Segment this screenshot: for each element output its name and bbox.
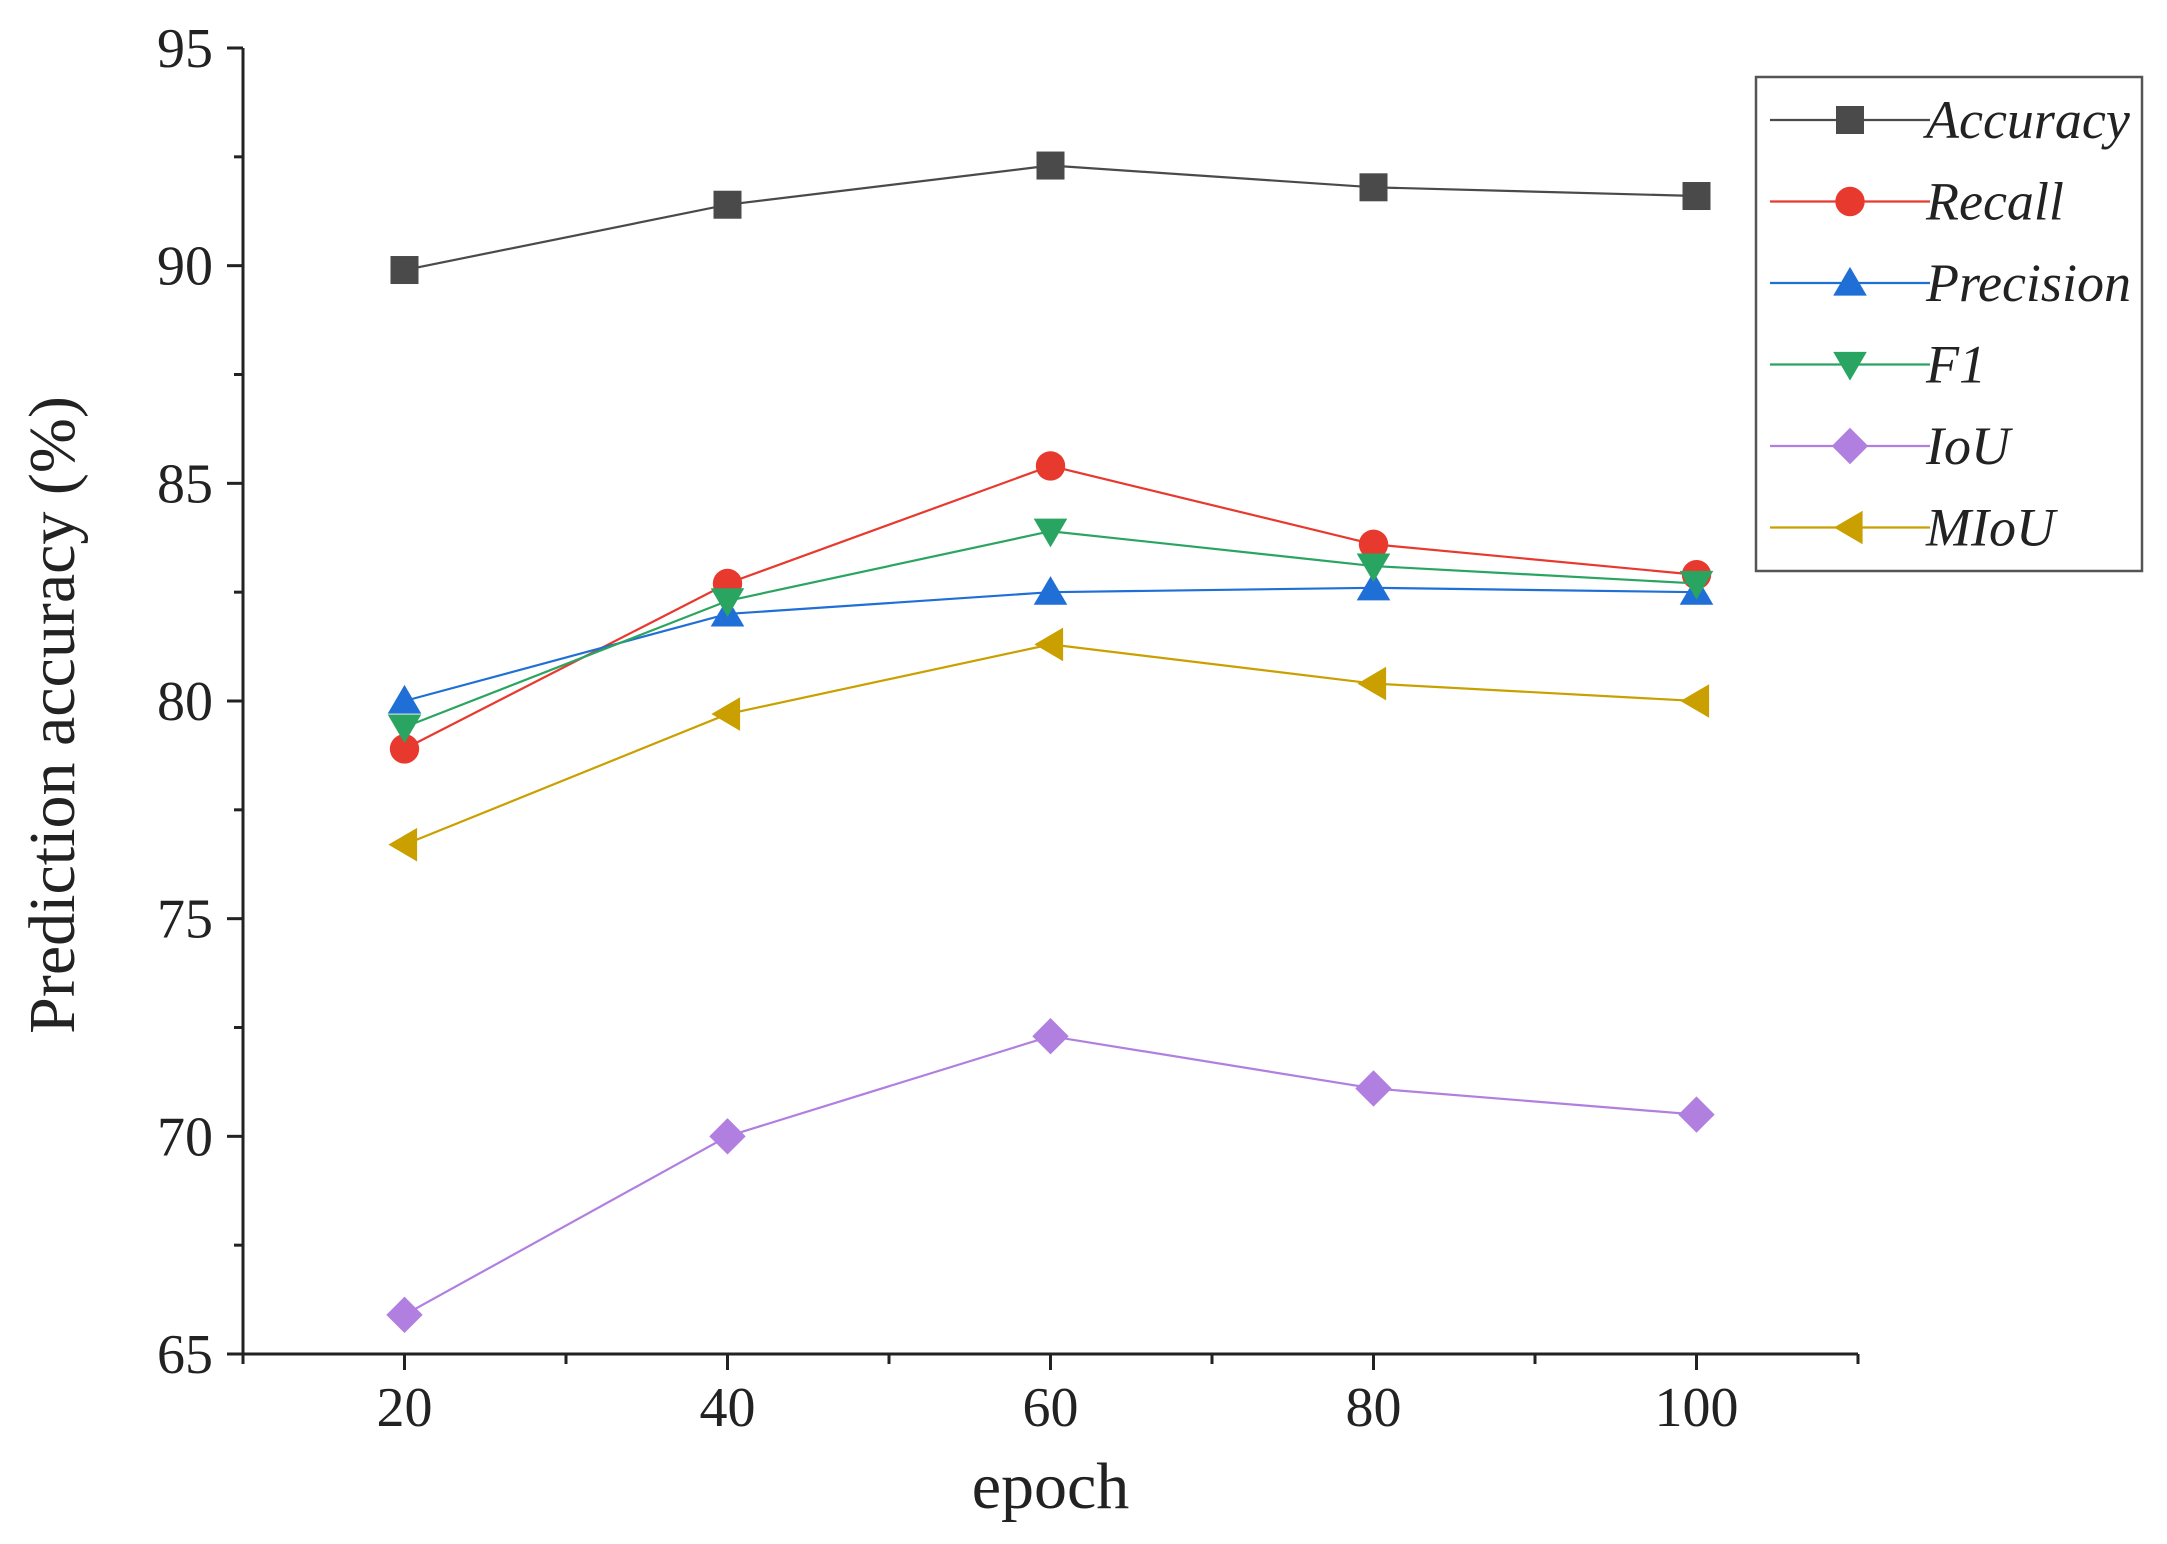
data-point-miou [1680,684,1710,718]
series-group [386,151,1715,1334]
y-tick-label: 75 [157,889,213,951]
x-tick-label: 80 [1346,1377,1402,1439]
data-point-f1 [1679,570,1714,600]
data-point-recall [1035,451,1066,481]
legend-item-iou: IoU [1770,416,2013,476]
legend-item-miou: MIoU [1770,498,2058,558]
legend-box [1754,75,2144,573]
legend-marker [1833,266,1867,296]
legend-marker [1836,106,1864,134]
legend-item-recall: Recall [1770,172,2064,232]
data-point-f1 [710,588,745,617]
data-point-f1 [1356,553,1391,583]
legend-marker [1833,510,1863,545]
y-tick-label: 70 [157,1106,213,1168]
data-point-accuracy [713,190,742,219]
data-point-precision [1356,571,1391,601]
data-point-precision [387,684,422,714]
legend-label: MIoU [1925,498,2058,558]
series-accuracy [390,151,1711,285]
legend-item-accuracy: Accuracy [1770,90,2130,150]
y-tick-label: 95 [157,18,213,80]
y-tick-label: 65 [157,1324,213,1386]
data-point-miou [1357,666,1387,701]
axes-group: 65 70 75 80 85 90 95 20 40 60 80 100 [157,18,1860,1439]
data-point-iou [1355,1070,1392,1107]
y-tick-label: 85 [157,453,213,515]
data-point-recall [389,734,420,764]
x-tick-label: 20 [377,1377,433,1439]
series-line-iou [403,1035,1697,1316]
series-line-miou [404,643,1697,846]
series-f1 [387,518,1714,744]
legend-item-precision: Precision [1770,253,2131,313]
data-point-f1 [387,714,422,744]
data-point-accuracy [1682,182,1711,211]
data-point-f1 [1033,518,1068,548]
legend-item-f1: F1 [1770,335,1986,395]
data-point-iou [1678,1096,1715,1133]
legend-label: F1 [1925,335,1986,395]
data-point-accuracy [1036,151,1065,180]
legend-marker [1833,351,1867,381]
y-tick-label: 90 [157,236,213,298]
data-point-miou [1034,627,1064,662]
data-point-precision [1033,576,1068,605]
x-tick-label: 60 [1023,1377,1079,1439]
series-miou [388,627,1710,862]
legend-marker [1835,186,1865,217]
data-point-iou [709,1118,746,1155]
data-point-iou [386,1296,423,1334]
legend-label: IoU [1925,416,2013,476]
y-tick-label: 80 [157,671,213,733]
legend-label: Precision [1925,253,2131,313]
y-axis-title: Prediction accuracy (%) [16,396,89,1034]
legend-label: Recall [1925,172,2064,232]
series-iou [386,1018,1715,1334]
series-line-f1 [404,530,1697,729]
data-point-accuracy [1359,173,1388,202]
legend: Accuracy Recall Precision F1 IoU MIoU [1754,75,2144,573]
data-point-recall [1358,529,1389,559]
x-axis-title: epoch [972,1450,1130,1523]
series-recall [389,451,1712,764]
legend-marker [1831,427,1869,465]
data-point-iou [1032,1018,1069,1055]
series-line-recall [403,464,1697,750]
x-tick-label: 100 [1655,1377,1739,1439]
data-point-miou [711,697,741,731]
data-point-miou [388,827,418,862]
x-tick-label: 40 [700,1377,756,1439]
legend-label: Accuracy [1923,90,2130,150]
data-point-accuracy [390,256,419,285]
series-line-accuracy [404,164,1697,272]
